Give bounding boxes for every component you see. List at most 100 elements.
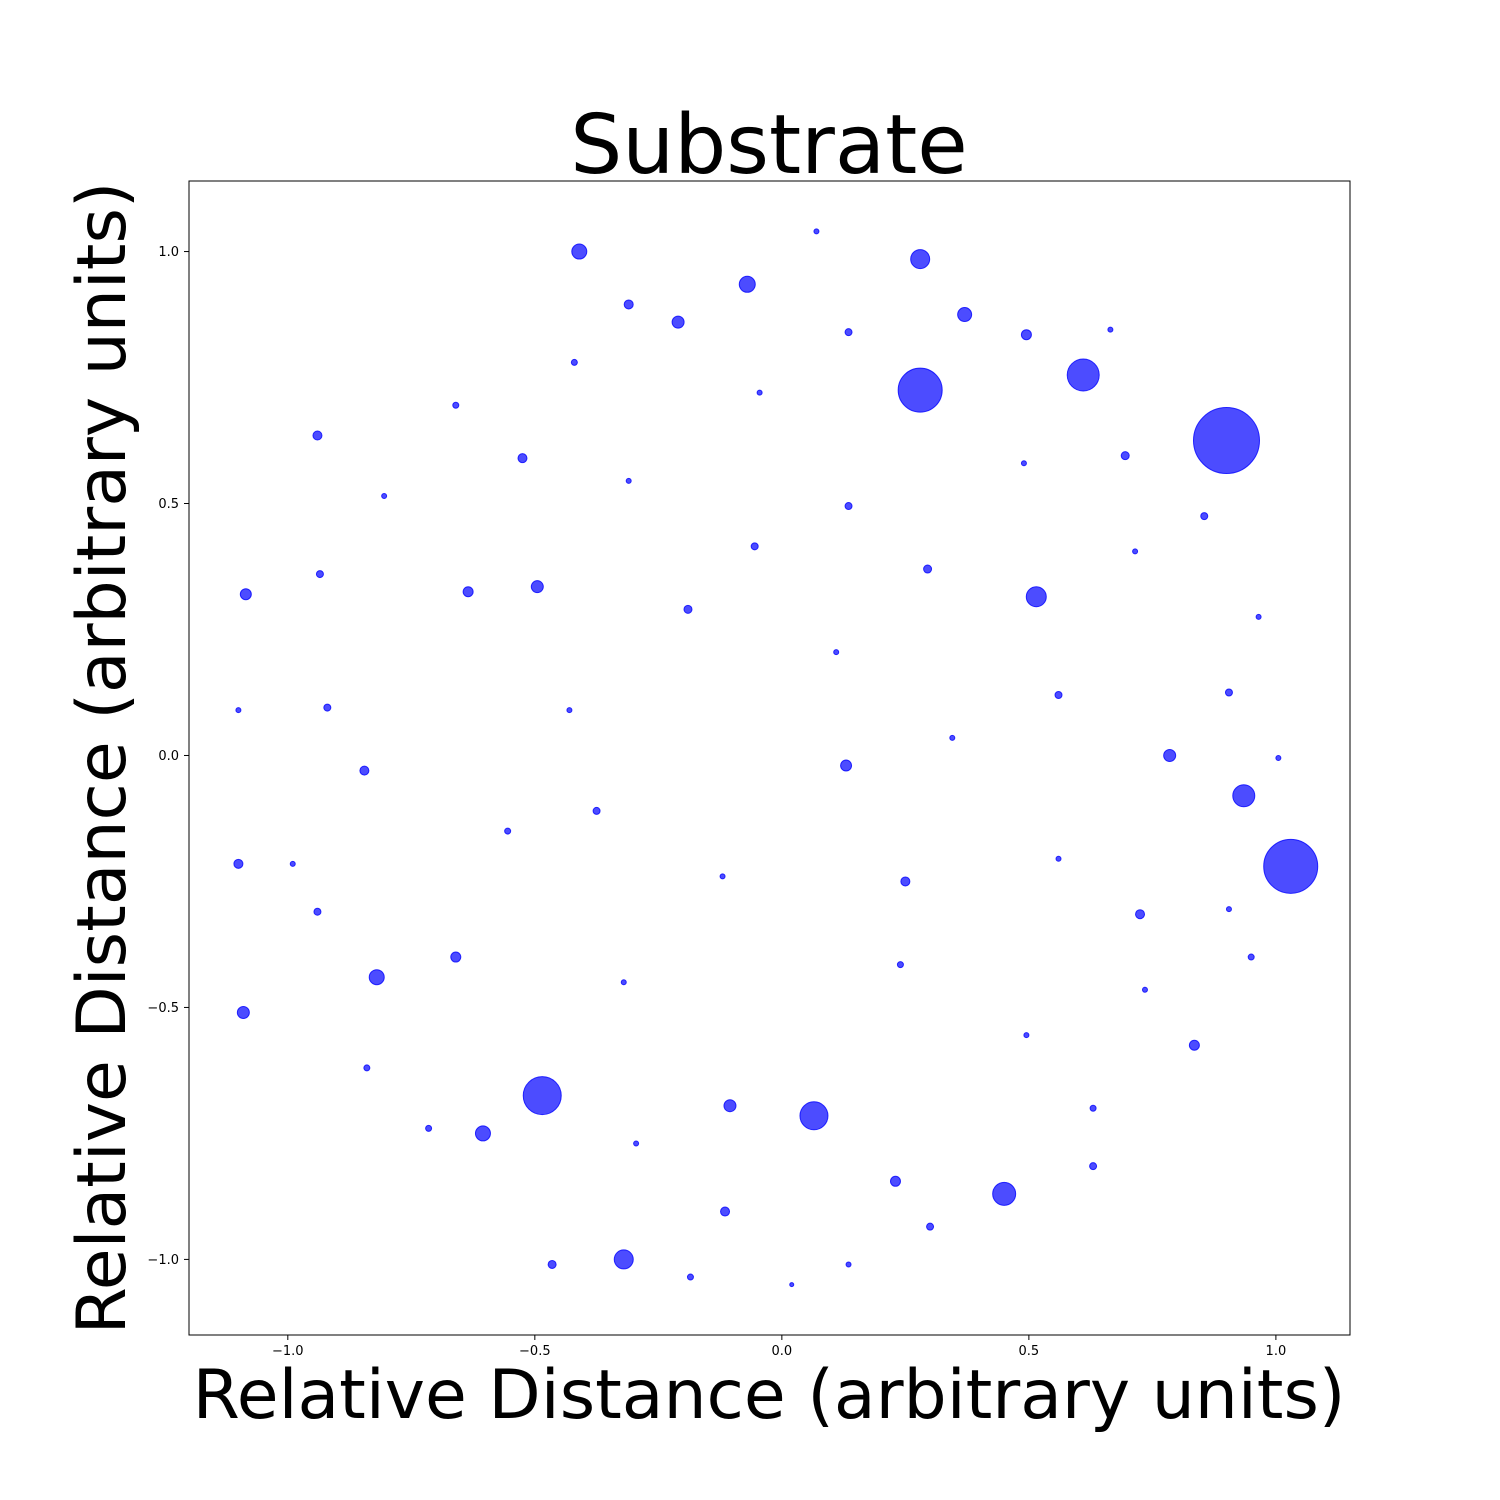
scatter-point [633, 1140, 640, 1147]
scatter-point [671, 315, 685, 329]
scatter-point [799, 1101, 829, 1131]
chart-title: Substrate [570, 98, 968, 193]
scatter-point [910, 249, 931, 270]
scatter-point [312, 430, 323, 441]
scatter-point [236, 1005, 250, 1019]
scatter-point [897, 367, 943, 413]
scatter-point [566, 707, 573, 714]
scatter-point [239, 588, 252, 601]
scatter-point [452, 401, 460, 409]
scatter-point [315, 570, 324, 579]
scatter-point [1200, 512, 1209, 521]
scatter-point [363, 1064, 371, 1072]
scatter-point [845, 1261, 852, 1268]
scatter-point [844, 502, 853, 511]
scatter-point [571, 243, 588, 260]
scatter-point [450, 951, 462, 963]
scatter-point [720, 1206, 731, 1217]
scatter-point [592, 806, 601, 815]
scatter-point [756, 389, 763, 396]
scatter-point [833, 649, 840, 656]
scatter-point [923, 564, 933, 574]
scatter-point [1141, 986, 1148, 993]
y-tick-label: −0.5 [147, 1001, 179, 1016]
scatter-point [889, 1175, 901, 1187]
scatter-point [1247, 953, 1255, 961]
scatter-point [235, 707, 242, 714]
scatter-point [719, 873, 726, 880]
scatter-point [547, 1259, 557, 1269]
scatter-point [1255, 613, 1262, 620]
x-tick-label: 1.0 [1266, 1344, 1287, 1359]
scatter-point [1135, 909, 1146, 920]
scatter-point [1263, 838, 1319, 894]
scatter-point [957, 307, 973, 323]
scatter-point [530, 580, 544, 594]
scatter-point [425, 1124, 433, 1132]
scatter-point [1020, 329, 1032, 341]
scatter-point [949, 734, 956, 741]
scatter-point [813, 228, 820, 235]
scatter-point [1232, 784, 1256, 808]
scatter-point [1163, 748, 1177, 762]
scatter-point [1054, 691, 1063, 700]
y-axis-title: Relative Distance (arbitrary units) [63, 182, 142, 1335]
scatter-point [570, 358, 578, 366]
scatter-point [900, 876, 911, 887]
scatter-point [1132, 548, 1139, 555]
scatter-point [517, 453, 528, 464]
scatter-point [313, 907, 322, 916]
scatter-point [1089, 1162, 1098, 1171]
scatter-point [1120, 451, 1130, 461]
x-axis-title: Relative Distance (arbitrary units) [193, 1356, 1346, 1435]
scatter-point [1192, 407, 1260, 475]
scatter-point [504, 827, 512, 835]
scatter-point [368, 969, 385, 986]
scatter-point [623, 299, 634, 310]
scatter-point [613, 1249, 634, 1270]
scatter-point [625, 477, 632, 484]
scatter-point [1107, 326, 1114, 333]
scatter-point [1275, 755, 1282, 761]
scatter-point [233, 858, 244, 869]
scatter-point [1023, 1032, 1030, 1039]
scatter-point [289, 860, 296, 867]
scatter-point [381, 492, 388, 499]
y-tick-label: 1.0 [158, 245, 179, 260]
scatter-point [1025, 586, 1047, 608]
scatter-point [789, 1282, 795, 1288]
x-axis-ticks: −1.0 −0.5 0.0 0.5 1.0 [272, 1335, 1286, 1359]
scatter-point [620, 979, 627, 986]
scatter-point [1225, 906, 1232, 913]
scatter-point [723, 1099, 737, 1113]
scatter-point [1055, 855, 1062, 862]
x-tick-label: −1.0 [272, 1344, 304, 1359]
scatter-point [323, 703, 332, 712]
x-tick-label: −0.5 [519, 1344, 551, 1359]
x-tick-label: 0.5 [1019, 1344, 1040, 1359]
y-tick-label: −1.0 [147, 1253, 179, 1268]
scatter-point [896, 961, 904, 969]
scatter-point [750, 542, 759, 551]
y-axis-ticks: −1.0 −0.5 0.0 0.5 1.0 [147, 245, 189, 1268]
y-tick-label: 0.0 [158, 749, 179, 764]
scatter-point [683, 604, 693, 614]
scatter-point [738, 275, 756, 293]
scatter-point [359, 765, 370, 776]
scatter-point [992, 1181, 1017, 1206]
plot-area [188, 180, 1351, 1336]
scatter-point [686, 1273, 694, 1281]
points-layer [233, 228, 1319, 1288]
scatter-point [926, 1222, 935, 1231]
scatter-point [474, 1125, 491, 1142]
scatter-point [1224, 688, 1233, 697]
scatter-point [1020, 460, 1027, 467]
x-tick-label: 0.0 [772, 1344, 793, 1359]
scatter-point [840, 759, 853, 772]
scatter-point [1188, 1039, 1200, 1051]
scatter-point [1089, 1104, 1097, 1112]
scatter-point [1066, 358, 1100, 392]
scatter-point [844, 328, 853, 337]
scatter-point [522, 1076, 562, 1116]
